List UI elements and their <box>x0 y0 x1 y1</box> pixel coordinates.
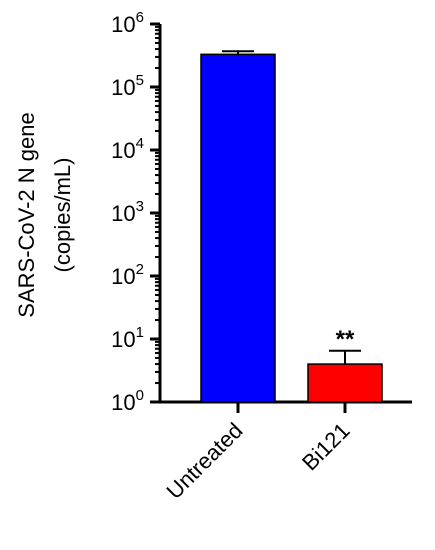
y-tick-label: 106 <box>111 9 144 37</box>
y-tick-label: 101 <box>111 324 144 352</box>
annotations: ** <box>336 326 355 353</box>
bars <box>200 50 383 403</box>
y-axis-title: SARS-CoV-2 N gene (copies/mL) <box>14 112 75 317</box>
y-tick-label: 103 <box>111 198 144 226</box>
significance-label: ** <box>336 326 355 353</box>
x-category-label: Untreated <box>162 418 248 504</box>
y-tick-label: 104 <box>111 135 144 163</box>
y-tick-label: 105 <box>111 72 144 100</box>
y-tick-label: 100 <box>111 387 144 415</box>
bar <box>200 53 276 403</box>
y-axis-title-line-2: (copies/mL) <box>50 158 75 273</box>
y-tick-label: 102 <box>111 261 144 289</box>
y-axis-title-line-1: SARS-CoV-2 N gene <box>14 112 39 317</box>
y-axis: 100 101 102 103 104 105 106 <box>111 9 162 415</box>
x-category-label: Bi121 <box>297 418 354 475</box>
bar <box>307 363 383 403</box>
x-axis: Untreated Bi121 <box>158 400 412 504</box>
